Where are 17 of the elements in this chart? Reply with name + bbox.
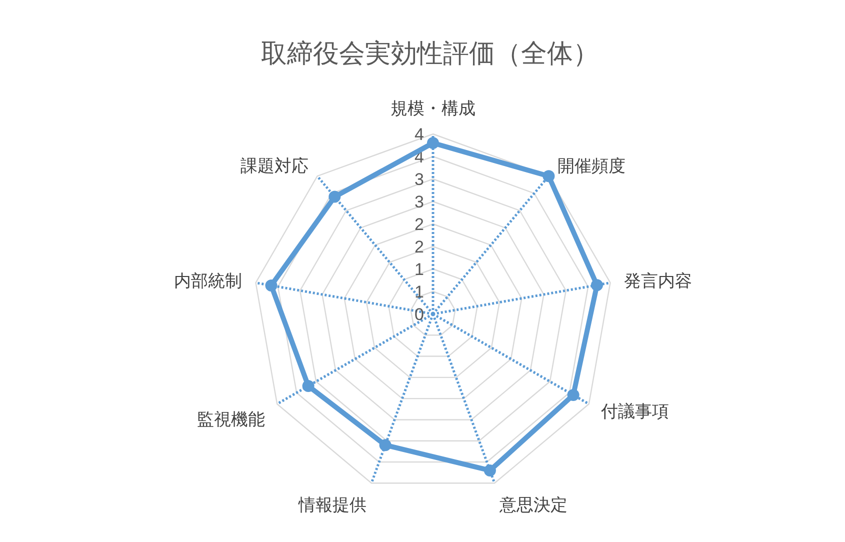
y-tick-label: 2: [414, 238, 424, 256]
spoke-label: 情報提供: [298, 495, 367, 514]
y-tick-label: 1: [414, 282, 424, 302]
y-tick-label: 3: [414, 170, 424, 189]
spoke-label: 意思決定: [498, 495, 568, 514]
spoke-label: 監視機能: [196, 410, 265, 429]
chart-title: 取締役会実効性評価（全体）: [261, 38, 599, 68]
spoke-label: 課題対応: [240, 156, 308, 176]
y-tick-label: 2: [414, 215, 424, 234]
spoke-label: 付議事項: [600, 402, 670, 421]
y-tick-label: 3: [414, 192, 424, 212]
spoke-label: 開催頻度: [558, 156, 626, 176]
y-tick-label: 4: [414, 125, 424, 144]
spoke-label: 内部統制: [174, 271, 242, 290]
y-tick-label: 1: [414, 260, 424, 279]
spoke-label: 発言内容: [624, 271, 692, 290]
spoke-label: 規模・構成: [390, 99, 476, 118]
